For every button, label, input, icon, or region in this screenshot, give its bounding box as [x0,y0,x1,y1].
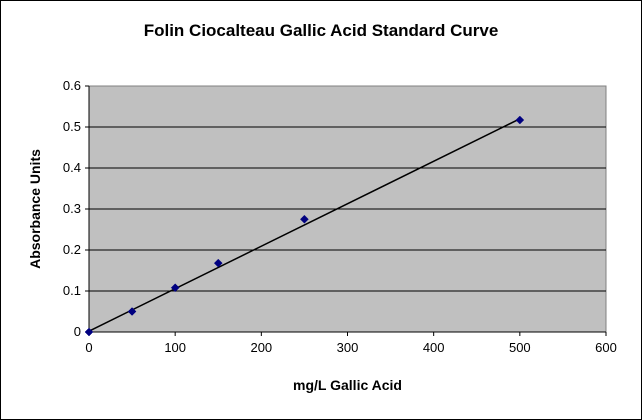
data-point [300,214,309,224]
x-tick-label: 100 [164,340,186,355]
data-point [515,115,525,125]
x-tick-label: 200 [250,340,272,355]
data-point [127,307,137,316]
trendline [88,118,521,332]
data-points [84,115,525,337]
y-tick-label: 0.3 [63,201,81,216]
x-tick-labels: 0 100 200 300 400 500 600 [85,340,616,355]
chart-title: Folin Ciocalteau Gallic Acid Standard Cu… [143,21,499,40]
data-point [213,258,223,268]
y-tick-labels: 0 0.1 0.2 0.3 0.4 0.5 0.6 [63,78,81,339]
x-tick-label: 400 [423,340,445,355]
x-tick-label: 300 [337,340,359,355]
data-point [170,283,180,293]
y-tick-label: 0.1 [63,283,81,298]
y-tick-label: 0 [74,324,81,339]
x-tick-label: 600 [595,340,617,355]
x-axis-label: mg/L Gallic Acid [293,377,402,393]
trendline-group [88,118,521,332]
y-tick-label: 0.5 [63,119,81,134]
y-tick-label: 0.2 [63,242,81,257]
y-tick-label: 0.6 [63,78,81,93]
x-tick-label: 500 [509,340,531,355]
grid-lines [85,85,607,336]
x-tick-label: 0 [85,340,92,355]
y-tick-label: 0.4 [63,160,81,175]
data-point [84,327,94,337]
